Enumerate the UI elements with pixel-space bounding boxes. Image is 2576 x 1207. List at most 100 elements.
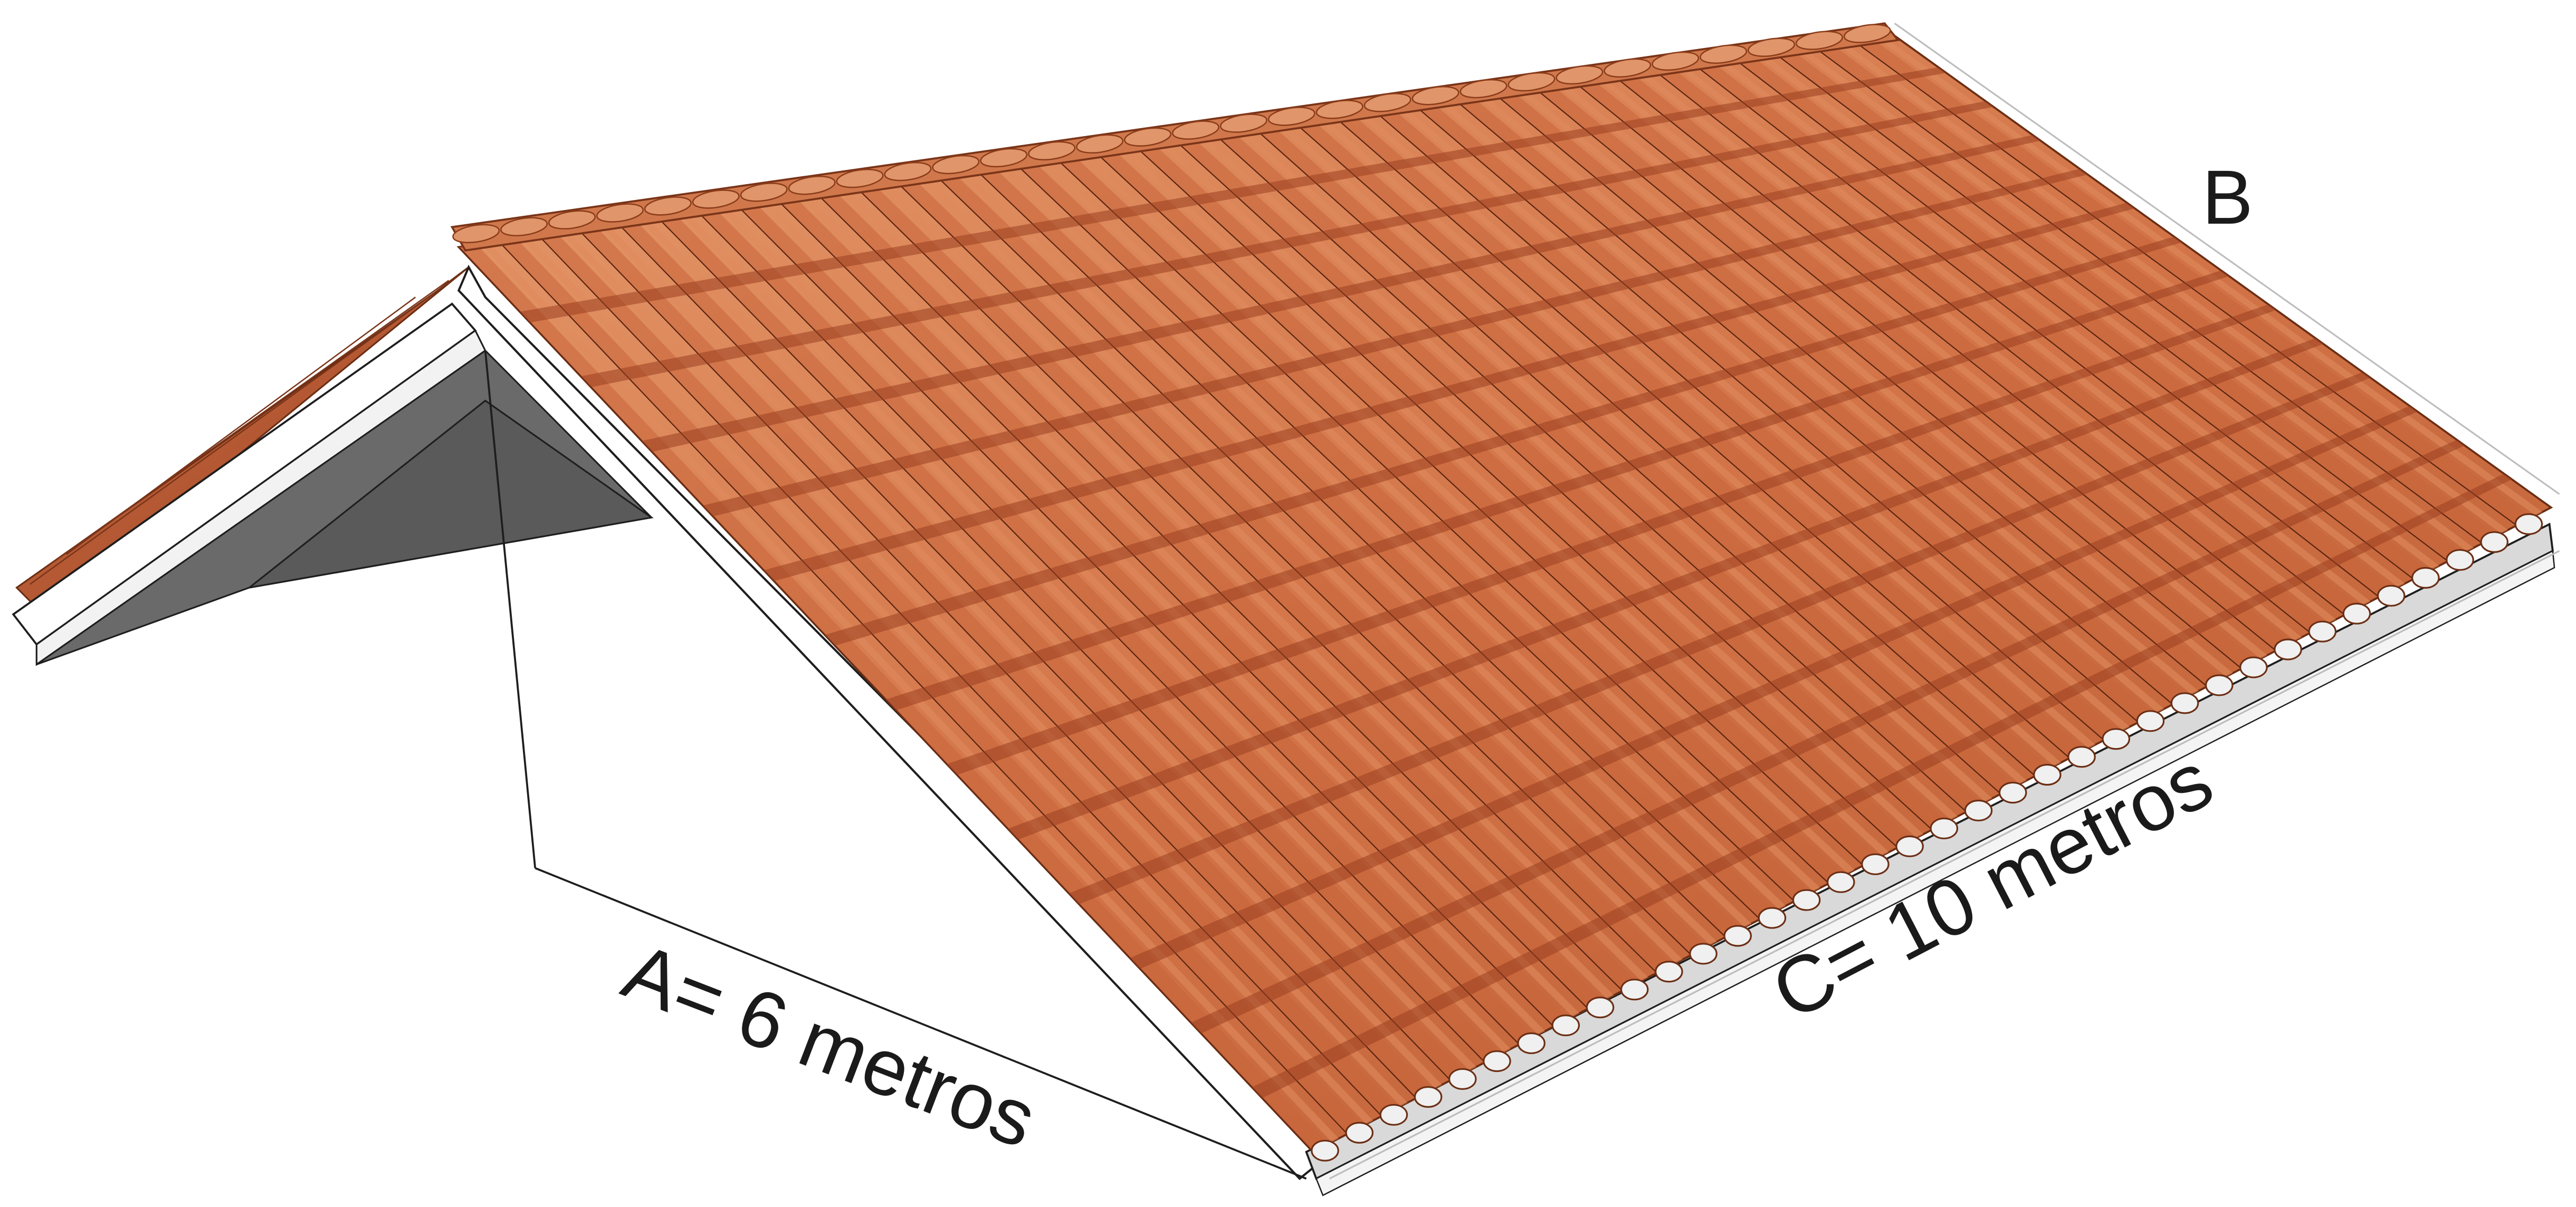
eave-tile-end bbox=[1311, 1139, 1339, 1162]
ridge-tile bbox=[1076, 134, 1124, 154]
ridge-tile bbox=[500, 217, 548, 236]
ridge-tile bbox=[1843, 24, 1891, 43]
eave-tile-end bbox=[1689, 943, 1718, 965]
tile-course-shadow bbox=[947, 304, 2276, 775]
ridge-tile bbox=[836, 168, 884, 188]
tile-seam bbox=[577, 228, 1417, 1099]
ridge-tile bbox=[452, 224, 500, 244]
ridge-tile bbox=[1748, 37, 1795, 57]
tile-course-shadow bbox=[825, 236, 2182, 646]
tile-course-shadow bbox=[519, 67, 1947, 323]
tile-course-shadow bbox=[702, 169, 2088, 517]
ridge-tile bbox=[1459, 79, 1508, 99]
eave-tile-end bbox=[1723, 925, 1752, 947]
eave-tile-end bbox=[1483, 1050, 1511, 1072]
tile-course-shadow bbox=[1130, 406, 2418, 969]
eave-tile-end bbox=[1964, 799, 1993, 822]
tile-seam bbox=[498, 241, 1348, 1135]
tile-course-shadow bbox=[642, 135, 2041, 452]
eave-tile-ends bbox=[1311, 513, 2543, 1162]
tile-seam bbox=[1731, 56, 2414, 580]
eave-tile-end bbox=[1826, 871, 1855, 893]
eave-tile-end bbox=[2377, 585, 2406, 607]
roof-tile-grid bbox=[459, 35, 2543, 1152]
tile-course-shadow bbox=[1190, 439, 2465, 1034]
tile-seam bbox=[1095, 151, 1864, 866]
ridge-tile bbox=[788, 176, 836, 195]
tile-seam bbox=[1413, 104, 2139, 723]
eave-tile-end bbox=[2102, 728, 2130, 750]
ridge-tile bbox=[644, 196, 692, 216]
eave-tile-end bbox=[2067, 746, 2096, 768]
eave-tile-end bbox=[2170, 692, 2199, 714]
eave-tile-end bbox=[2411, 567, 2440, 589]
eave-tile-end bbox=[1620, 979, 1649, 1001]
eave-tile-end bbox=[2342, 602, 2371, 625]
eave-tile-end bbox=[1414, 1086, 1443, 1108]
eave-tile-end bbox=[1792, 889, 1821, 911]
back-slope-tile-rows bbox=[29, 275, 460, 585]
tile-course-shadow bbox=[580, 101, 1993, 387]
ridge-tile bbox=[740, 183, 788, 202]
eave-tile-end bbox=[2480, 531, 2508, 553]
tile-course-shadow bbox=[1008, 338, 2324, 840]
ridge-tile bbox=[932, 155, 980, 175]
ridge-tile bbox=[1172, 120, 1219, 140]
eave-tile-end bbox=[1655, 961, 1683, 983]
tile-seam bbox=[1055, 157, 1829, 884]
eave-tile-end bbox=[2274, 638, 2302, 660]
eave-tile-end bbox=[2446, 549, 2474, 571]
ridge-tile bbox=[1124, 127, 1172, 147]
tile-course-shadow bbox=[1068, 372, 2371, 905]
ridge-tile bbox=[1508, 72, 1556, 92]
eave-tile-end bbox=[2239, 656, 2268, 678]
eave-tile-end bbox=[1998, 781, 2027, 804]
dimension-label-b: B bbox=[2202, 155, 2253, 240]
ridge-tile bbox=[1028, 141, 1076, 161]
dimension-label-a: A= 6 metros bbox=[612, 926, 1047, 1165]
tile-seam bbox=[538, 235, 1382, 1117]
eave-tile-end bbox=[1895, 835, 1924, 857]
ridge-tile bbox=[1267, 107, 1315, 126]
ridge-tile bbox=[1363, 93, 1411, 112]
tile-course-shadow bbox=[885, 270, 2229, 711]
eave-tile-end bbox=[1517, 1032, 1545, 1055]
dimension-a-lines bbox=[484, 350, 1307, 1180]
tile-seam bbox=[1373, 110, 2105, 741]
tile-seam bbox=[1771, 51, 2448, 562]
ridge-tile bbox=[1700, 44, 1748, 64]
ridge-tile bbox=[1604, 58, 1652, 78]
eave-tile-end bbox=[1758, 907, 1787, 929]
ridge-tile bbox=[884, 161, 932, 181]
eave-tile-end bbox=[2205, 674, 2234, 696]
tile-seam bbox=[617, 223, 1451, 1081]
eave-tile-end bbox=[2514, 513, 2543, 535]
ridge-tile bbox=[1411, 86, 1459, 106]
ridge-tile bbox=[1315, 100, 1363, 119]
eave-tile-end bbox=[1345, 1122, 1374, 1144]
eave-tile-end bbox=[2136, 710, 2165, 732]
ridge-tile bbox=[1556, 65, 1604, 85]
eave-tile-end bbox=[1586, 997, 1615, 1019]
eave-tile-end bbox=[2033, 764, 2062, 786]
eave-tile-end bbox=[1551, 1014, 1580, 1037]
ridge-cap-tiles bbox=[452, 24, 1891, 244]
dimension-c-line bbox=[1329, 550, 2560, 1180]
eave-tile-end bbox=[1861, 853, 1890, 875]
tile-course-shadow bbox=[764, 203, 2135, 581]
eave-tile-end bbox=[2308, 620, 2337, 643]
ridge-tile bbox=[596, 203, 644, 223]
ridge-tile bbox=[1219, 113, 1267, 133]
ridge-tile bbox=[692, 189, 740, 209]
dimension-b-line bbox=[1894, 23, 2560, 495]
ridge-tile bbox=[1652, 51, 1700, 71]
tile-seam bbox=[776, 199, 1589, 1009]
tile-course-shadow bbox=[1252, 473, 2512, 1098]
ridge-tile bbox=[1796, 31, 1843, 50]
ridge-tile bbox=[980, 148, 1028, 168]
eave-tile-end bbox=[1930, 817, 1959, 839]
gable-inner-shade bbox=[249, 399, 654, 589]
tile-seam bbox=[1134, 146, 1898, 848]
tile-seam bbox=[1692, 62, 2380, 598]
